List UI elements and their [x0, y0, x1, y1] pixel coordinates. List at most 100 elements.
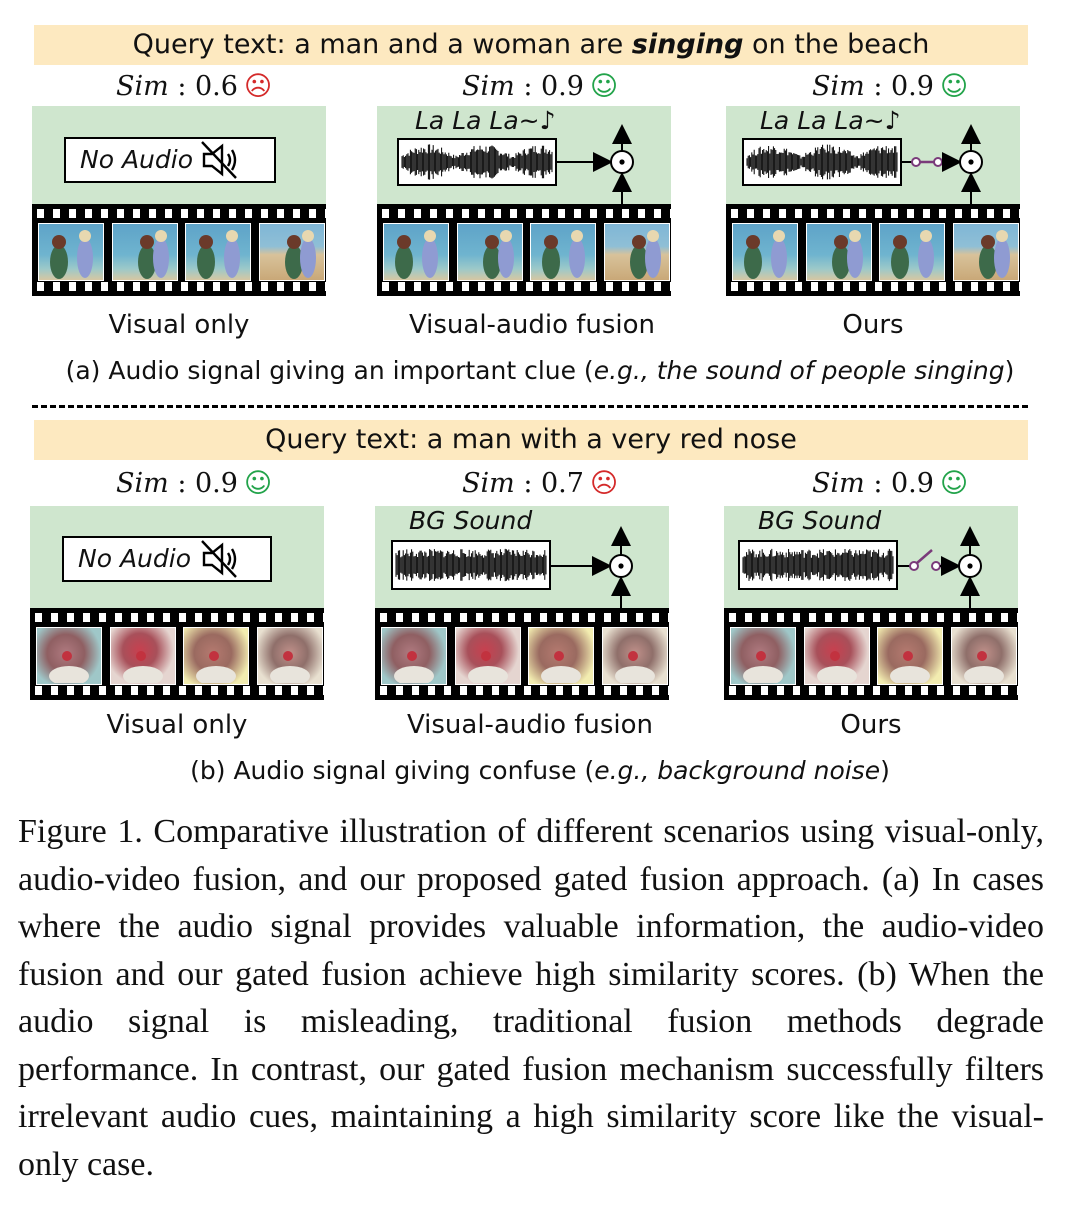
sprocket-holes	[724, 613, 1018, 622]
section-divider	[32, 405, 1028, 408]
beach-people-graphic	[50, 230, 93, 279]
sim-value: 0.7	[541, 468, 584, 499]
sim-score-b-visual: Sim : 0.9 ☺	[116, 467, 272, 501]
video-frame	[454, 627, 521, 686]
sim-label: Sim	[116, 71, 169, 102]
video-frame	[879, 223, 945, 281]
panel-b-fusion: BG Sound	[375, 506, 669, 700]
sim-value: 0.6	[195, 71, 238, 102]
video-frame	[952, 223, 1019, 281]
film-strip	[726, 204, 1020, 296]
waveform-graphic	[746, 144, 898, 180]
face-graphic	[743, 651, 783, 686]
sim-label: Sim	[812, 468, 865, 499]
panel-caption: Visual only	[106, 710, 248, 740]
audio-label-song: La La La~♪	[415, 106, 556, 135]
sim-label: Sim	[462, 468, 515, 499]
sim-score-b-fusion: Sim : 0.7 ☹	[462, 467, 618, 501]
fusion-connector	[551, 526, 633, 610]
video-frame	[528, 627, 594, 686]
film-strip	[377, 204, 671, 296]
film-strip	[30, 608, 324, 700]
subcaption-a: (a) Audio signal giving an important clu…	[0, 356, 1080, 385]
gate-open-icon	[909, 561, 919, 571]
sprocket-holes	[726, 282, 1020, 291]
panel-caption: Ours	[840, 710, 902, 740]
sim-label: Sim	[812, 71, 865, 102]
sim-sep: :	[514, 71, 541, 102]
video-frame	[950, 627, 1017, 686]
happy-face-icon: ☺	[939, 71, 969, 102]
waveform-path	[395, 548, 547, 582]
waveform-graphic	[401, 144, 553, 180]
video-frame	[877, 627, 943, 686]
waveform-path	[746, 144, 898, 180]
sprocket-holes	[30, 613, 324, 622]
beach-people-graphic	[137, 230, 169, 279]
subcaption-text: (b) Audio signal giving confuse (	[190, 756, 595, 785]
waveform-path	[742, 548, 894, 582]
waveform-path	[401, 144, 553, 180]
sim-sep: :	[864, 71, 891, 102]
film-strip	[375, 608, 669, 700]
video-frame	[185, 223, 251, 281]
sprocket-holes	[724, 686, 1018, 695]
face-graphic	[196, 651, 236, 686]
video-frame	[256, 627, 323, 686]
sim-sep: :	[514, 468, 541, 499]
subcaption-italic: e.g., the sound of people singing	[593, 356, 1005, 385]
no-audio-box: No Audio	[62, 536, 272, 582]
sim-label: Sim	[116, 468, 169, 499]
sim-score-a-ours: Sim : 0.9 ☺	[812, 70, 968, 104]
audio-label-song: La La La~♪	[760, 106, 901, 135]
sprocket-holes	[375, 686, 669, 695]
beach-people-graphic	[629, 230, 661, 279]
video-frame	[601, 627, 668, 686]
face-graphic	[963, 651, 1004, 686]
video-frame	[258, 223, 325, 281]
subcaption-text: )	[1004, 356, 1015, 385]
sad-face-icon: ☹	[589, 468, 619, 499]
beach-people-graphic	[542, 230, 585, 279]
face-graphic	[394, 651, 434, 686]
video-frame	[530, 223, 596, 281]
muted-speaker-icon	[201, 540, 237, 578]
muted-speaker-icon	[201, 141, 237, 179]
sprocket-holes	[30, 686, 324, 695]
fusion-connector	[557, 124, 634, 206]
audio-label-bg: BG Sound	[758, 506, 882, 535]
sim-sep: :	[864, 468, 891, 499]
query-text-b: Query text: a man with a very red nose	[265, 424, 797, 455]
video-frame	[383, 223, 449, 281]
sim-sep: :	[168, 468, 195, 499]
panel-caption: Visual-audio fusion	[408, 310, 656, 340]
sprocket-holes	[377, 209, 671, 218]
video-frame	[183, 627, 249, 686]
video-frame	[109, 627, 176, 686]
query-text-a: Query text: a man and a woman are	[132, 29, 632, 60]
sim-label: Sim	[462, 71, 515, 102]
gate-closed-icon	[911, 157, 921, 167]
video-frame	[36, 627, 102, 686]
subcaption-text: )	[880, 756, 890, 785]
beach-people-graphic	[831, 230, 863, 279]
face-graphic	[122, 651, 163, 686]
sprocket-holes	[726, 209, 1020, 218]
sprocket-holes	[377, 282, 671, 291]
sim-score-b-ours: Sim : 0.9 ☺	[812, 467, 968, 501]
subcaption-text: (a) Audio signal giving an important clu…	[65, 356, 594, 385]
panel-a-ours: La La La~♪	[726, 106, 1020, 296]
sim-value: 0.9	[195, 468, 238, 499]
panel-b-ours: BG Sound	[724, 506, 1018, 700]
film-strip	[724, 608, 1018, 700]
sad-face-icon: ☹	[243, 71, 273, 102]
video-frame	[805, 223, 872, 281]
face-graphic	[614, 651, 655, 686]
panel-b-visual-only: No Audio	[30, 506, 324, 700]
query-bar-b: Query text: a man with a very red nose	[34, 420, 1028, 460]
audio-waveform	[397, 138, 557, 186]
sim-value: 0.9	[891, 71, 934, 102]
query-bar-a: Query text: a man and a woman are singin…	[34, 25, 1028, 65]
face-graphic	[467, 651, 508, 686]
video-frame	[111, 223, 178, 281]
